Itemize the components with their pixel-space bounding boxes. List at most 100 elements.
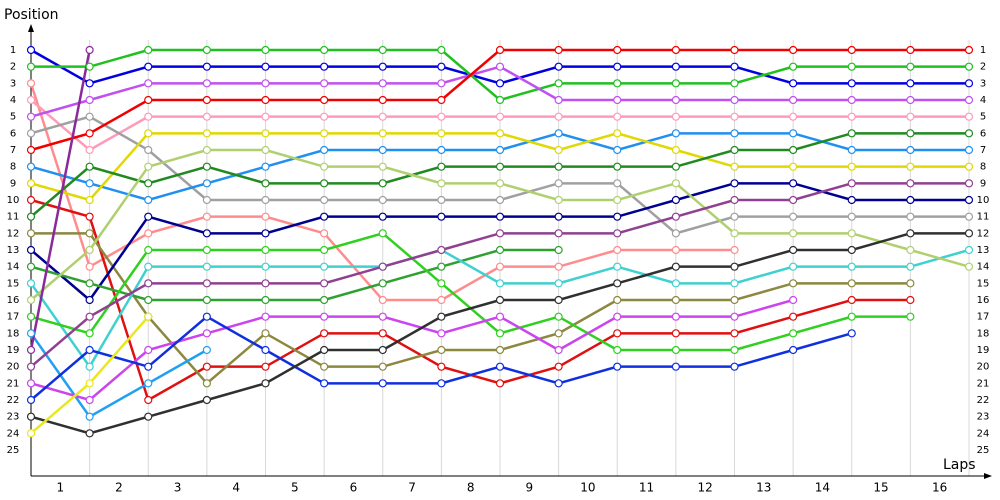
x-axis-arrow — [984, 473, 992, 479]
position-marker — [554, 262, 563, 271]
x-axis-title: Laps — [943, 457, 976, 473]
position-marker — [261, 279, 270, 288]
position-marker — [437, 295, 446, 305]
position-marker — [320, 212, 329, 221]
position-marker — [437, 129, 446, 138]
position-marker — [730, 45, 739, 55]
position-marker — [320, 95, 329, 105]
position-marker — [671, 162, 680, 171]
position-marker — [906, 195, 915, 205]
position-marker — [906, 179, 915, 188]
y-axis-title: Position — [4, 7, 59, 23]
position-marker — [261, 179, 270, 188]
position-marker — [671, 195, 680, 205]
position-marker — [730, 62, 739, 71]
position-marker — [554, 62, 563, 71]
x-tick-label: 13 — [756, 481, 771, 495]
position-marker — [261, 195, 270, 205]
position-marker — [613, 95, 622, 105]
position-marker — [26, 129, 36, 138]
position-marker — [730, 345, 739, 355]
position-marker — [202, 362, 211, 371]
position-marker — [906, 79, 915, 88]
position-marker — [789, 195, 798, 205]
position-marker — [378, 195, 387, 205]
position-marker — [671, 129, 680, 138]
position-marker — [202, 62, 211, 71]
position-marker — [85, 429, 94, 438]
position-marker — [320, 229, 329, 238]
position-marker — [613, 295, 622, 305]
position-marker — [554, 212, 563, 221]
position-marker — [554, 345, 563, 355]
position-marker — [202, 212, 211, 221]
position-marker — [789, 112, 798, 121]
y-tick-label-right: 13 — [977, 245, 990, 256]
position-marker — [437, 312, 446, 321]
position-marker — [202, 395, 211, 405]
position-marker — [495, 79, 505, 88]
position-marker — [26, 345, 36, 355]
position-marker — [26, 179, 36, 188]
position-marker — [320, 279, 329, 288]
position-marker — [789, 262, 798, 271]
y-tick-label: 12 — [7, 228, 20, 239]
x-tick-label: 14 — [815, 481, 830, 495]
position-marker — [26, 379, 36, 388]
y-tick-label: 24 — [7, 428, 20, 439]
position-marker — [671, 79, 680, 88]
position-marker — [671, 262, 680, 271]
position-marker — [847, 195, 856, 205]
position-marker — [964, 195, 974, 205]
position-marker — [85, 112, 94, 121]
position-marker — [789, 212, 798, 221]
position-marker — [789, 345, 798, 355]
position-marker — [495, 345, 505, 355]
position-marker — [144, 245, 153, 255]
y-tick-label: 6 — [10, 128, 16, 139]
position-marker — [730, 362, 739, 371]
position-marker — [847, 229, 856, 238]
y-tick-label-right: 20 — [977, 362, 990, 373]
x-tick-label: 5 — [291, 481, 299, 495]
position-marker — [85, 179, 94, 188]
position-line — [29, 49, 91, 351]
position-marker — [378, 329, 387, 338]
y-tick-label-right: 25 — [977, 445, 990, 456]
position-marker — [906, 45, 915, 55]
y-tick-label-right: 18 — [977, 328, 990, 339]
position-marker — [964, 129, 974, 138]
position-marker — [202, 45, 211, 55]
y-tick-label: 1 — [10, 45, 16, 56]
position-marker — [495, 379, 505, 388]
position-marker — [613, 162, 622, 171]
x-tick-label: 16 — [932, 481, 947, 495]
position-marker — [730, 195, 739, 205]
position-marker — [671, 95, 680, 105]
position-marker — [378, 312, 387, 321]
position-marker — [554, 179, 563, 188]
position-marker — [495, 312, 505, 321]
position-marker — [730, 79, 739, 88]
position-marker — [495, 295, 505, 305]
position-marker — [613, 245, 622, 255]
position-marker — [671, 62, 680, 71]
position-marker — [847, 179, 856, 188]
position-marker — [85, 95, 94, 105]
position-marker — [261, 245, 270, 255]
position-marker — [730, 279, 739, 288]
position-marker — [906, 95, 915, 105]
position-marker — [847, 112, 856, 121]
position-marker — [613, 362, 622, 371]
y-tick-label: 22 — [7, 395, 20, 406]
y-tick-label-right: 17 — [977, 312, 990, 323]
position-marker — [437, 62, 446, 71]
position-marker — [671, 245, 680, 255]
position-marker — [378, 79, 387, 88]
position-marker — [437, 345, 446, 355]
y-tick-label-right: 10 — [977, 195, 990, 206]
position-marker — [906, 112, 915, 121]
y-tick-label: 4 — [10, 95, 16, 106]
position-marker — [964, 95, 974, 105]
position-marker — [847, 95, 856, 105]
